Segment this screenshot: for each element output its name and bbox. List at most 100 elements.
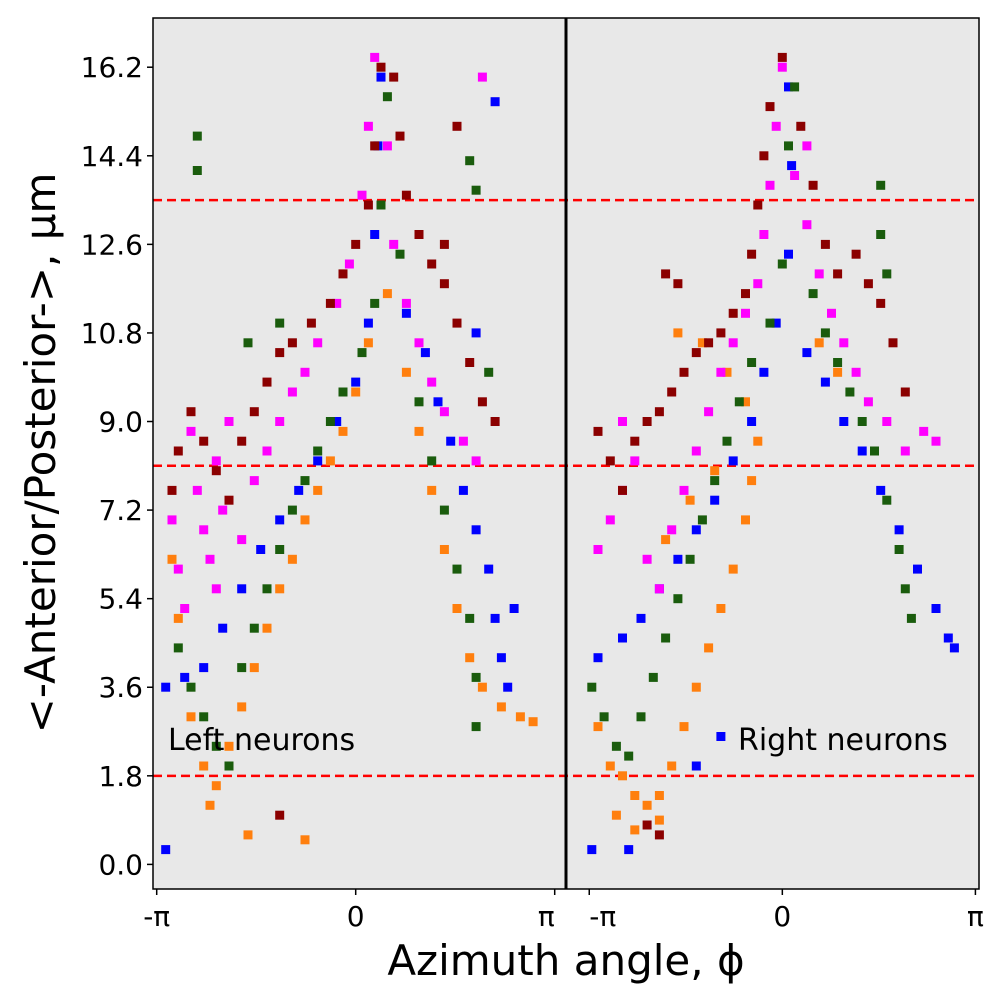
point-series-1-left-13 [325, 456, 335, 466]
point-series-2-left-31 [243, 338, 253, 348]
point-series-0-left-0 [161, 845, 171, 855]
point-series-3-right-8 [691, 446, 701, 456]
point-series-2-right-14 [765, 318, 775, 328]
point-series-2-left-15 [338, 387, 348, 397]
point-series-0-right-19 [857, 446, 867, 456]
point-series-2-right-5 [648, 672, 658, 682]
point-series-2-right-15 [777, 259, 787, 269]
point-series-3-right-28 [931, 436, 941, 446]
point-series-2-left-30 [484, 367, 494, 377]
point-series-1-left-18 [401, 367, 411, 377]
point-series-4-right-17 [777, 52, 787, 62]
point-series-0-left-4 [218, 623, 228, 633]
point-series-1-left-14 [338, 426, 348, 436]
point-series-3-right-13 [753, 279, 763, 289]
point-series-2-right-25 [894, 545, 904, 554]
y-tick-label-6: 10.8 [81, 317, 143, 350]
point-series-0-right-17 [820, 377, 830, 387]
point-series-4-left-22 [427, 259, 437, 269]
point-series-3-left-3 [186, 426, 196, 436]
point-series-4-right-21 [833, 269, 843, 279]
x-tick-label-left-1: 0 [347, 900, 365, 933]
point-series-3-left-21 [382, 141, 392, 151]
point-series-1-right-26 [833, 367, 843, 377]
point-series-1-right-25 [814, 338, 824, 348]
point-series-4-left-17 [376, 62, 386, 72]
point-series-3-right-21 [827, 308, 836, 318]
data-points [161, 52, 959, 855]
point-series-3-left-26 [439, 407, 449, 417]
point-series-4-right-27 [661, 269, 671, 279]
point-series-2-right-13 [747, 358, 757, 367]
point-series-4-right-18 [796, 121, 806, 131]
point-series-3-left-28 [471, 456, 481, 466]
point-series-3-right-23 [851, 367, 861, 377]
point-series-0-left-24 [496, 653, 506, 663]
point-series-2-right-30 [882, 269, 892, 279]
point-series-4-left-6 [237, 436, 247, 446]
point-series-2-left-13 [313, 446, 323, 456]
point-series-4-left-18 [389, 72, 399, 82]
point-series-2-right-28 [876, 180, 886, 190]
x-tick-label-right-1: 0 [773, 900, 791, 933]
point-series-2-left-16 [357, 348, 367, 358]
point-series-2-right-3 [624, 751, 634, 761]
point-series-2-right-16 [784, 141, 793, 151]
point-series-2-left-9 [262, 584, 272, 594]
point-series-3-right-9 [704, 407, 714, 417]
point-series-3-right-24 [863, 397, 873, 407]
point-series-1-left-29 [300, 835, 310, 845]
point-series-0-left-1 [161, 682, 171, 692]
point-series-3-left-9 [237, 535, 247, 545]
point-series-2-left-20 [395, 249, 405, 259]
point-series-2-left-17 [370, 298, 380, 308]
point-series-4-left-14 [351, 239, 361, 249]
point-series-3-right-14 [759, 230, 769, 239]
point-series-3-left-23 [401, 298, 411, 308]
point-series-1-left-15 [351, 387, 361, 397]
point-series-1-right-14 [753, 436, 763, 446]
point-series-3-left-6 [205, 554, 215, 564]
point-series-1-right-7 [679, 722, 689, 732]
point-series-1-right-4 [642, 800, 652, 810]
point-series-0-left-27 [490, 97, 500, 107]
point-series-2-right-22 [857, 417, 867, 426]
point-series-1-right-24 [710, 466, 720, 476]
point-series-0-right-8 [710, 495, 720, 505]
point-series-3-left-0 [167, 515, 177, 525]
point-series-2-left-19 [382, 92, 392, 102]
point-series-4-left-27 [490, 417, 500, 426]
point-series-4-right-7 [679, 367, 689, 377]
point-series-0-left-23 [490, 613, 500, 623]
point-series-0-left-8 [294, 485, 304, 495]
point-series-4-left-13 [338, 269, 348, 279]
point-series-2-left-2 [173, 643, 183, 653]
point-series-1-right-10 [716, 604, 726, 613]
point-series-0-right-7 [691, 525, 701, 535]
x-tick-label-left-2: π [538, 900, 555, 933]
point-series-4-left-25 [465, 358, 475, 367]
point-series-3-right-3 [630, 456, 640, 466]
point-series-4-left-2 [186, 407, 196, 417]
point-series-1-right-9 [704, 643, 714, 653]
point-series-1-right-6 [667, 761, 677, 771]
point-series-1-left-4 [211, 781, 221, 791]
y-tick-label-2: 3.6 [98, 671, 143, 704]
point-series-0-right-16 [802, 348, 812, 358]
point-series-1-right-16 [722, 367, 732, 377]
point-series-1-left-20 [427, 485, 437, 495]
point-series-0-left-2 [180, 672, 190, 682]
point-series-2-left-1 [192, 166, 202, 175]
point-series-0-right-9 [728, 456, 738, 466]
y-tick-label-0: 0.0 [98, 848, 143, 881]
point-series-0-right-14 [787, 161, 797, 171]
point-series-4-right-5 [654, 407, 664, 417]
point-series-2-left-3 [186, 682, 196, 692]
point-series-0-right-15 [784, 82, 793, 92]
point-series-1-left-24 [477, 682, 487, 692]
point-series-1-left-30 [205, 800, 215, 810]
point-series-2-left-4 [199, 712, 209, 722]
point-series-2-left-14 [325, 417, 335, 426]
point-series-2-left-21 [414, 397, 424, 407]
